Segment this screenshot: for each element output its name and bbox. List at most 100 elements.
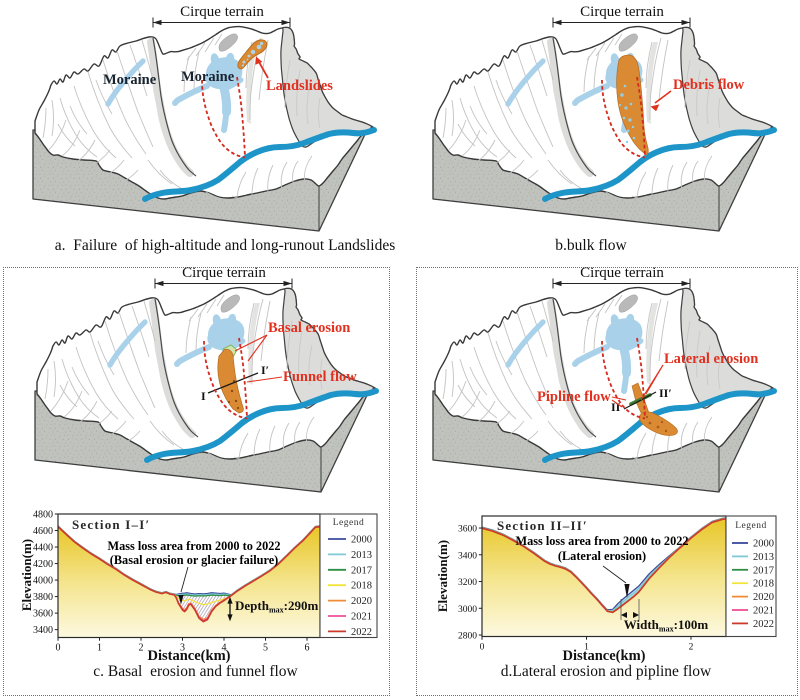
cirque-terrain-label: Cirque terrain bbox=[180, 4, 264, 20]
panel-d-box bbox=[416, 267, 798, 696]
legend-label-2018: 2018 bbox=[753, 579, 774, 590]
elevation-fill bbox=[482, 518, 726, 637]
y-tick-label: 3800 bbox=[33, 592, 53, 603]
debris-flow-label: Debris flow bbox=[673, 77, 745, 93]
elevation-profile-chart-d: 0 1 2 2800 3000 3200 3400 3600 Distance(km) Eleva… bbox=[436, 515, 777, 664]
y-tick-label: 4800 bbox=[33, 510, 53, 521]
landslides-callout: Landslides bbox=[255, 56, 333, 94]
y-tick-label: 3400 bbox=[33, 625, 53, 636]
cirque-terrain-annotation: Cirque terrain bbox=[154, 265, 293, 289]
cirque-terrain-label: Cirque terrain bbox=[182, 265, 266, 281]
caption-a: a. Failure of high-altitude and long-run… bbox=[54, 237, 396, 254]
legend-label-2013: 2013 bbox=[351, 550, 372, 561]
cirque-terrain-label: Cirque terrain bbox=[580, 4, 664, 20]
panel-d-terrain: Cirque terrain II II′ Pipline flow Later… bbox=[400, 265, 800, 506]
legend-label-2000: 2000 bbox=[351, 535, 372, 546]
measure-arrowhead bbox=[227, 614, 233, 622]
legend-label-2020: 2020 bbox=[351, 596, 372, 607]
annotation-leader bbox=[602, 565, 627, 584]
y-tick-label: 4000 bbox=[33, 576, 53, 587]
legend-label-2022: 2022 bbox=[351, 627, 372, 638]
mass-loss-annotation: (Lateral erosion) bbox=[558, 549, 646, 563]
lateral-erosion-callout bbox=[640, 364, 664, 401]
mass-loss-annotation: (Basal erosion or glacier failure) bbox=[110, 553, 279, 567]
y-tick-label: 3000 bbox=[458, 605, 477, 615]
funnel-flow-label: Funnel flow bbox=[283, 369, 357, 385]
moraine-right-label: Moraine bbox=[181, 69, 235, 85]
y-tick-label: 3200 bbox=[458, 578, 477, 588]
x-tick-label: 4 bbox=[222, 643, 227, 654]
debris-flow-callout: Debris flow bbox=[650, 77, 745, 112]
x-tick-label: 3 bbox=[180, 643, 185, 654]
legend-box bbox=[725, 515, 777, 638]
legend-label-2018: 2018 bbox=[351, 581, 372, 592]
series-2022 bbox=[57, 525, 321, 623]
y-tick-label: 3600 bbox=[33, 609, 53, 620]
debris-flow-deposit bbox=[616, 54, 649, 156]
section-start-label: I bbox=[201, 389, 206, 403]
x-axis-label: Distance(km) bbox=[148, 648, 231, 664]
measure-label: Widthmax:100m bbox=[624, 617, 709, 634]
caption-b: b.bulk flow bbox=[555, 237, 627, 254]
section-end-label: I′ bbox=[261, 363, 269, 377]
basal-erosion-label: Basal erosion bbox=[268, 320, 350, 336]
y-tick-label: 4400 bbox=[33, 543, 53, 554]
cirque-terrain-annotation: Cirque terrain bbox=[152, 4, 291, 28]
mass-loss-annotation: Mass loss area from 2000 to 2022 bbox=[107, 539, 280, 553]
series-2022 bbox=[481, 518, 727, 614]
landslide-deposit bbox=[237, 39, 268, 70]
cirque-terrain-annotation: Cirque terrain bbox=[552, 4, 691, 28]
measure-arrowhead bbox=[621, 612, 627, 618]
landslides-label: Landslides bbox=[266, 78, 333, 94]
funnel-flow-callout bbox=[246, 376, 283, 383]
caption-c: c. Basal erosion and funnel flow bbox=[93, 663, 298, 680]
cirque-terrain-label: Cirque terrain bbox=[580, 265, 664, 281]
mass-loss-annotation: Mass loss area from 2000 to 2022 bbox=[515, 534, 688, 548]
x-tick-label: 5 bbox=[263, 643, 268, 654]
section-start-label: II bbox=[611, 400, 621, 414]
panel-c-terrain: Cirque terrain I I′ Basal erosion Funnel… bbox=[2, 265, 402, 506]
section-title: Section I–I′ bbox=[72, 517, 150, 532]
x-tick-label: 0 bbox=[56, 643, 61, 654]
legend-label-2021: 2021 bbox=[753, 606, 774, 617]
x-tick-label: 1 bbox=[584, 643, 589, 653]
legend-label-2000: 2000 bbox=[753, 539, 774, 550]
panel-a-terrain: Cirque terrain Landslides Moraine Morain… bbox=[0, 4, 400, 245]
moraine-left-label: Moraine bbox=[103, 72, 157, 88]
lateral-erosion-label: Lateral erosion bbox=[664, 351, 758, 367]
x-tick-label: 6 bbox=[305, 643, 310, 654]
panel-c-box bbox=[3, 267, 390, 696]
caption-d: d.Lateral erosion and pipline flow bbox=[500, 663, 712, 680]
y-tick-label: 3400 bbox=[458, 551, 477, 561]
x-tick-label: 0 bbox=[480, 643, 485, 653]
panel-b-terrain: Cirque terrain Debris flow bbox=[400, 4, 800, 245]
legend-label-2017: 2017 bbox=[753, 565, 774, 576]
legend-box bbox=[319, 513, 378, 639]
legend-label-2017: 2017 bbox=[351, 565, 372, 576]
pipline-flow-callout bbox=[611, 396, 627, 408]
pipline-flow-label: Pipline flow bbox=[537, 389, 611, 405]
legend-label-2022: 2022 bbox=[753, 619, 774, 630]
x-tick-label: 2 bbox=[139, 643, 144, 654]
legend-title: Legend bbox=[735, 521, 767, 531]
legend-label-2021: 2021 bbox=[351, 612, 372, 623]
measure-label: Depthmax:290m bbox=[235, 598, 318, 615]
y-tick-label: 3600 bbox=[458, 525, 477, 535]
measure-arrowhead bbox=[227, 596, 233, 604]
elevation-profile-chart-c: 0 1 2 3 4 5 6 3400 3600 3800 4000 4200 4400 4600 4800 D… bbox=[19, 510, 378, 664]
annotation-arrowhead bbox=[178, 595, 184, 605]
x-tick-label: 1 bbox=[97, 643, 102, 654]
legend-label-2020: 2020 bbox=[753, 592, 774, 603]
y-axis-label: Elevation(m) bbox=[19, 539, 34, 611]
y-tick-label: 4600 bbox=[33, 526, 53, 537]
x-axis-label: Distance(km) bbox=[563, 648, 646, 664]
legend-title: Legend bbox=[333, 518, 365, 528]
annotation-arrowhead bbox=[624, 584, 630, 598]
y-axis-label: Elevation(m) bbox=[436, 540, 450, 612]
annotation-leader bbox=[180, 566, 189, 593]
legend-label-2013: 2013 bbox=[753, 552, 774, 563]
section-line-c: I I′ bbox=[201, 363, 269, 403]
y-tick-label: 4200 bbox=[33, 559, 53, 570]
cirque-terrain-annotation: Cirque terrain bbox=[552, 265, 691, 289]
